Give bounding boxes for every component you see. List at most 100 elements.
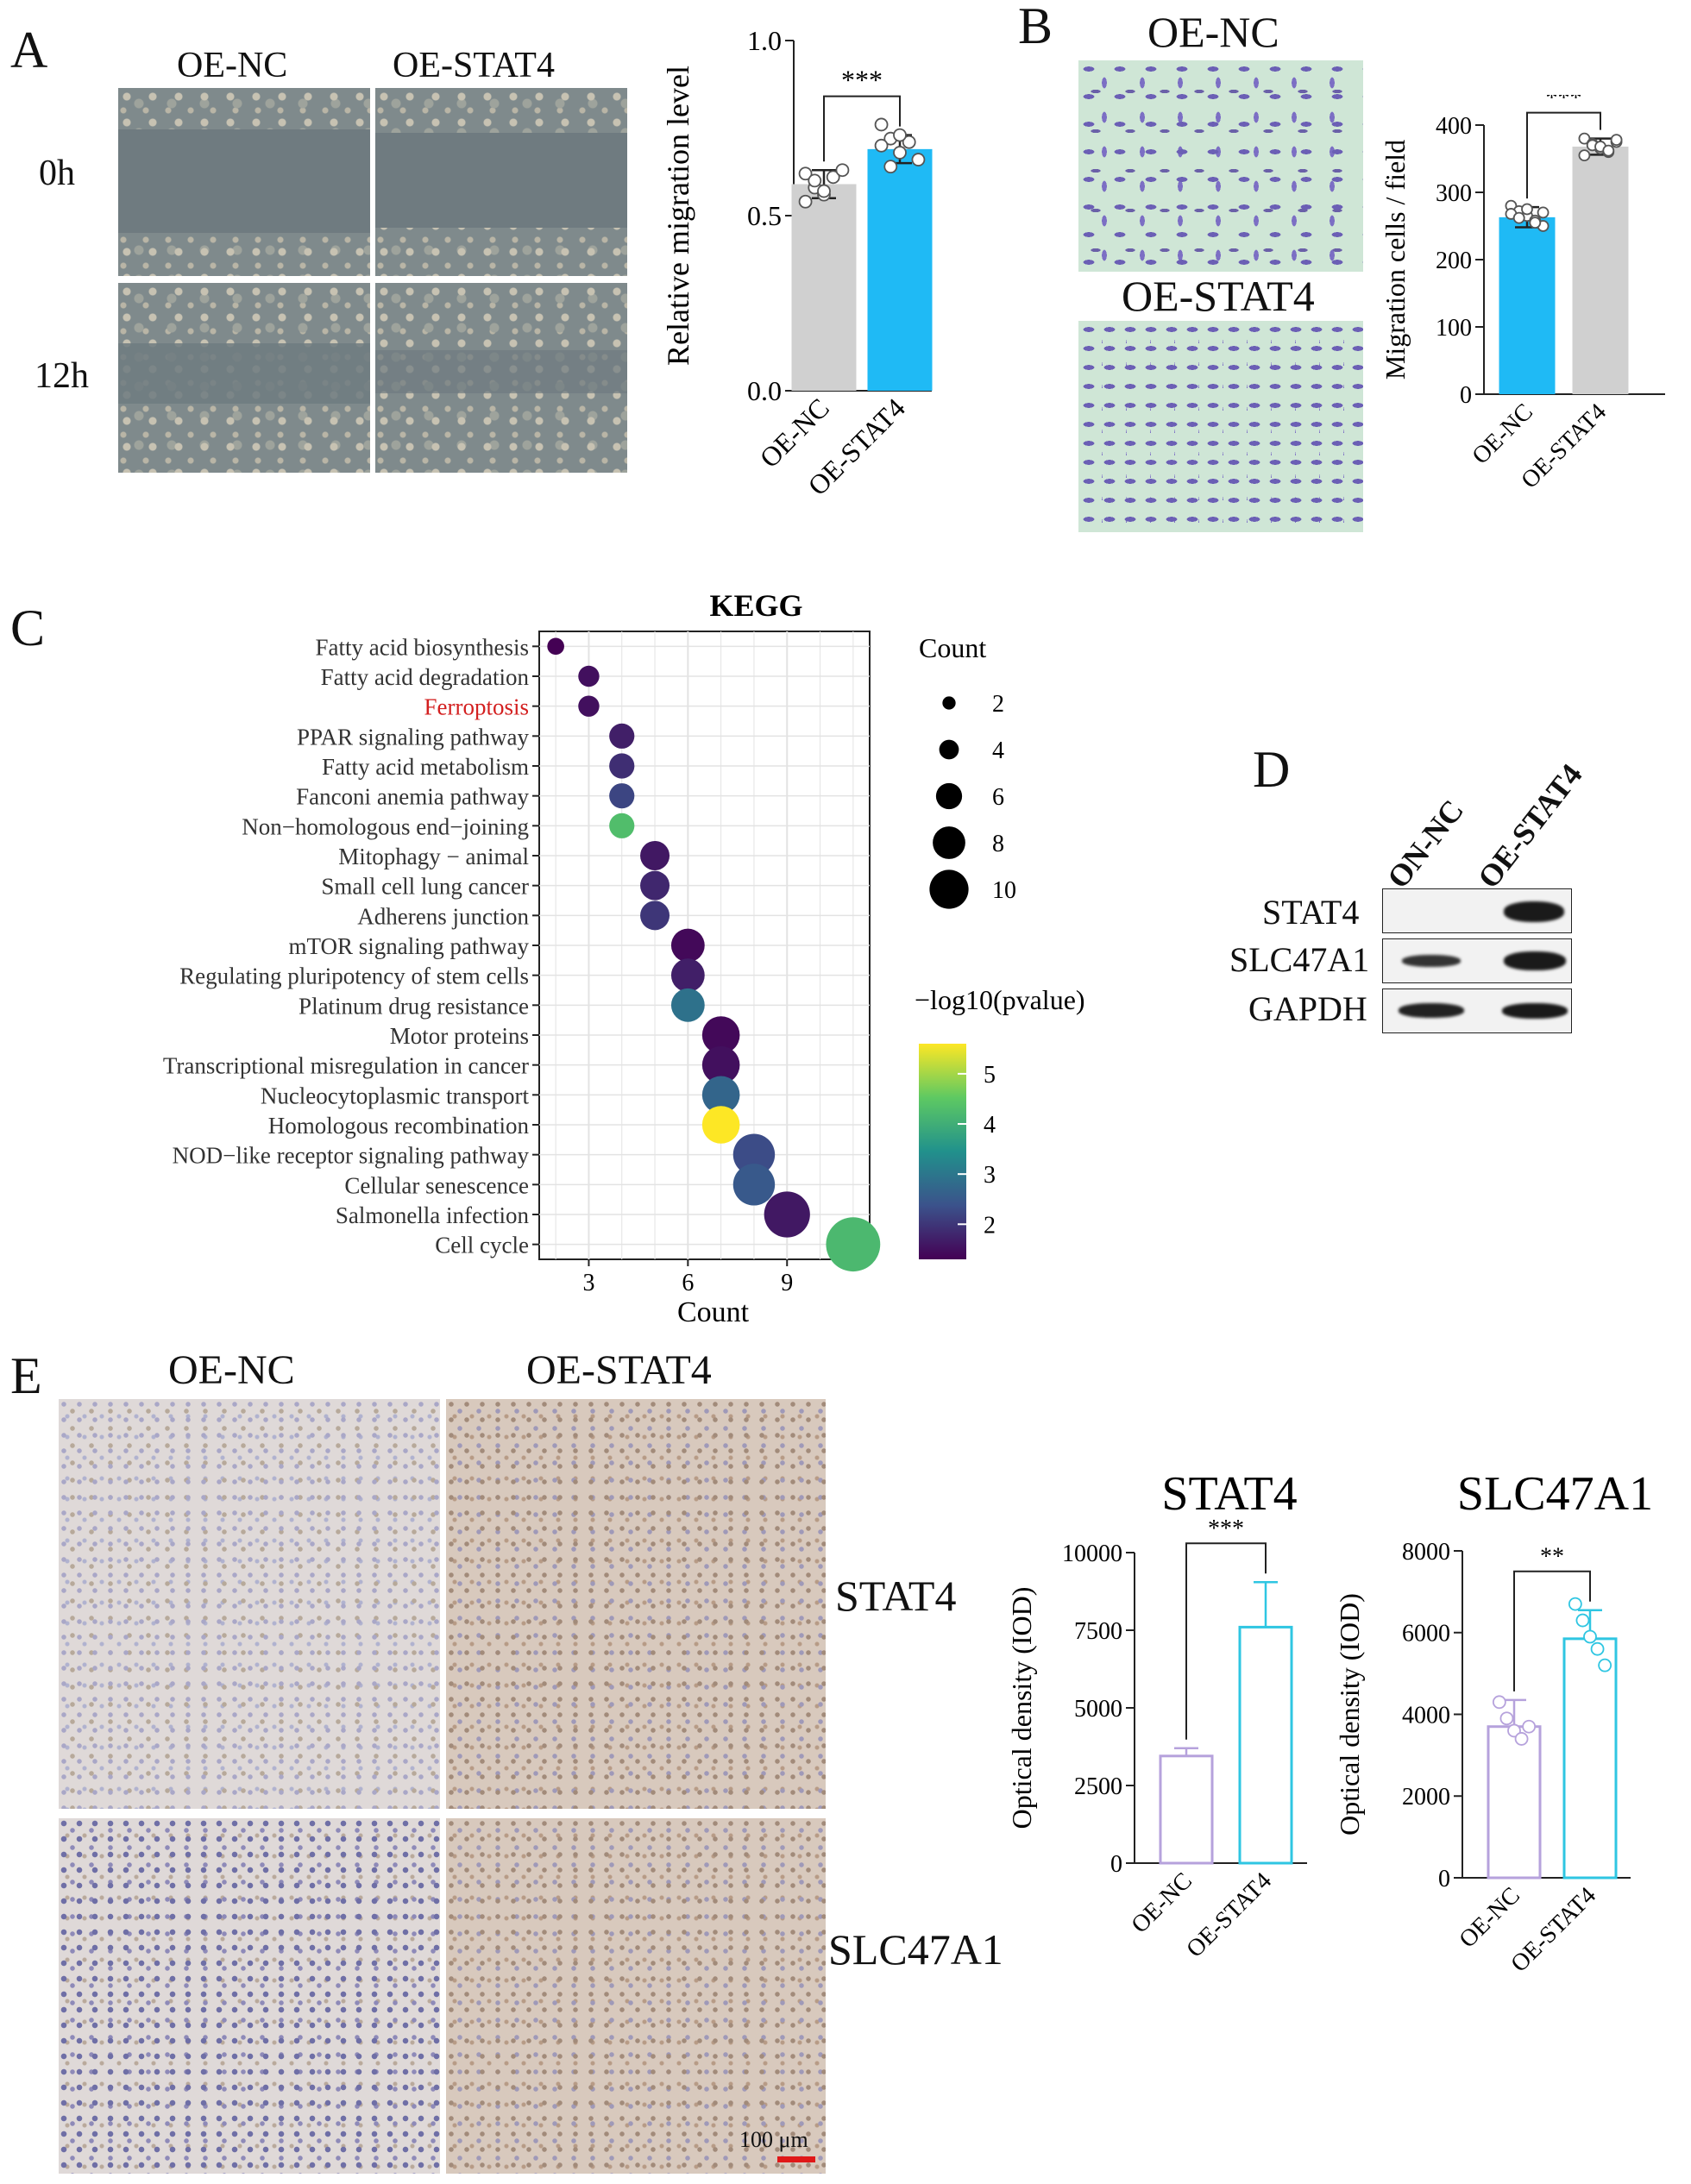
B-y-tick-label: 300 (1436, 180, 1472, 207)
kegg-pathway-label: Platinum drug resistance (299, 993, 529, 1019)
E1-significance-label: *** (1208, 1516, 1244, 1542)
A-significance-bracket (823, 95, 901, 162)
blot-strip-stat4 (1382, 888, 1572, 933)
B-data-point (1610, 134, 1623, 147)
kegg-pathway-label: PPAR signaling pathway (297, 724, 530, 750)
B-data-point (1578, 149, 1591, 161)
scratch-image-oe-nc-0h (118, 88, 370, 276)
B-category-label-0: OE-NC (1468, 399, 1538, 469)
B-y-tick-label: 400 (1436, 113, 1472, 140)
kegg-pathway-label: Regulating pluripotency of stem cells (179, 963, 529, 989)
E1-significance-bracket (1185, 1542, 1267, 1740)
E1-bar-0 (1159, 1754, 1214, 1865)
A-data-point (835, 163, 850, 178)
A-bar-1 (867, 148, 933, 392)
A-data-point (874, 117, 889, 132)
panel-a-row-label-0h: 0h (39, 154, 75, 193)
B-data-point (1521, 203, 1533, 216)
panel-e-col-label-oe-stat4: OE-STAT4 (526, 1347, 712, 1393)
A-data-point (883, 160, 898, 174)
E2-data-point (1514, 1732, 1529, 1746)
panel-label-d: D (1253, 741, 1291, 798)
kegg-size-legend-dot (935, 782, 963, 810)
kegg-dot (764, 1191, 810, 1238)
panel-label-c: C (10, 599, 46, 656)
kegg-pathway-label: Cellular senescence (344, 1172, 529, 1198)
kegg-dot (670, 928, 705, 963)
blot-strip-slc47a1 (1382, 938, 1572, 983)
kegg-pathway-label: Mitophagy − animal (338, 844, 529, 869)
B-y-axis-label: Migration cells / field (1380, 140, 1411, 380)
kegg-x-tick-label: 3 (582, 1270, 594, 1296)
kegg-pathway-label: Homologous recombination (268, 1113, 530, 1139)
blot-band-stat4-oe (1504, 901, 1564, 922)
blot-band-gapdh-oe (1502, 1003, 1568, 1019)
panel-a-row-label-12h: 12h (35, 356, 89, 396)
blot-lane-label-on-nc: ON-NC (1380, 793, 1471, 895)
A-data-point (798, 166, 813, 181)
panel-b-col-label-oe-nc: OE-NC (1147, 8, 1279, 56)
kegg-pathway-label: Fatty acid degradation (321, 664, 530, 690)
E2-data-point (1598, 1658, 1612, 1673)
scratch-image-oe-stat4-12h (375, 283, 627, 473)
B-bar-0 (1499, 217, 1556, 394)
kegg-dot (701, 1045, 740, 1084)
chart-b-migration-cells: 0 100 200 300 400 Migration cells / field OE-N… (1380, 95, 1665, 494)
panel-b-col-label-oe-stat4: OE-STAT4 (1122, 272, 1315, 320)
kegg-dot (547, 637, 564, 656)
A-y-axis-label: Relative migration level (661, 66, 695, 366)
kegg-size-legend-label: 10 (992, 877, 1016, 904)
B-data-point (1512, 211, 1525, 224)
B-bar-1 (1572, 146, 1629, 394)
panel-label-e: E (10, 1347, 42, 1404)
A-data-point (817, 184, 831, 198)
scale-bar-label: 100 μm (739, 2127, 808, 2152)
kegg-dot (640, 841, 670, 870)
blot-lane-label-oe-stat4: OE-STAT4 (1471, 757, 1589, 895)
B-significance-label: *** (1546, 95, 1582, 112)
kegg-dot (640, 901, 670, 931)
A-significance-label: *** (841, 65, 883, 96)
kegg-color-bar (919, 1044, 966, 1259)
A-data-point (874, 138, 889, 153)
ihc-image-stat4-oe-stat4 (446, 1399, 826, 1809)
kegg-pathway-label: mTOR signaling pathway (289, 933, 530, 959)
E2-y-tick-label: 2000 (1402, 1784, 1450, 1811)
A-data-point (902, 135, 916, 149)
kegg-color-bar-label: 5 (984, 1062, 996, 1089)
kegg-size-legend-dot (942, 696, 956, 710)
A-y-tick-label: 0.5 (747, 200, 782, 231)
kegg-size-legend-label: 4 (992, 737, 1004, 764)
kegg-size-legend-label: 8 (992, 831, 1004, 857)
kegg-x-tick-label: 6 (682, 1270, 694, 1296)
B-data-point (1602, 144, 1615, 157)
A-data-point (893, 146, 907, 160)
panel-a-col-label-oe-stat4: OE-STAT4 (393, 46, 555, 85)
kegg-color-bar-label: 3 (984, 1162, 996, 1189)
scratch-image-oe-stat4-0h (375, 88, 627, 276)
A-bar-0 (791, 184, 857, 391)
E1-y-axis-label: Optical density (IOD) (1006, 1587, 1037, 1829)
kegg-dot (701, 1016, 740, 1054)
kegg-dot (670, 958, 705, 993)
E2-data-point (1492, 1695, 1506, 1710)
E2-data-point (1568, 1597, 1582, 1611)
chart-c-kegg-dotplot: KEGG Fatty acid biosynthesis Fatty acid de… (163, 588, 1085, 1328)
kegg-dot (826, 1217, 881, 1272)
kegg-size-legend-label: 2 (992, 691, 1004, 718)
kegg-dot (578, 695, 600, 717)
E2-bar-1 (1562, 1637, 1618, 1880)
E2-y-tick-label: 8000 (1402, 1539, 1450, 1566)
E2-significance-label: ** (1540, 1544, 1564, 1571)
E2-bar-0 (1487, 1725, 1542, 1880)
kegg-dot (609, 723, 635, 749)
kegg-dot (609, 783, 635, 809)
A-data-point (826, 170, 840, 185)
A-y-tick-label: 1.0 (747, 25, 782, 56)
E1-y-tick-label: 0 (1110, 1851, 1122, 1878)
ihc-image-slc47a1-oe-nc (59, 1818, 440, 2174)
A-data-point (911, 153, 926, 166)
E2-y-tick-label: 0 (1438, 1866, 1450, 1892)
blot-row-label-slc47a1: SLC47A1 (1229, 940, 1370, 979)
E1-y-tick-label: 7500 (1074, 1618, 1122, 1645)
